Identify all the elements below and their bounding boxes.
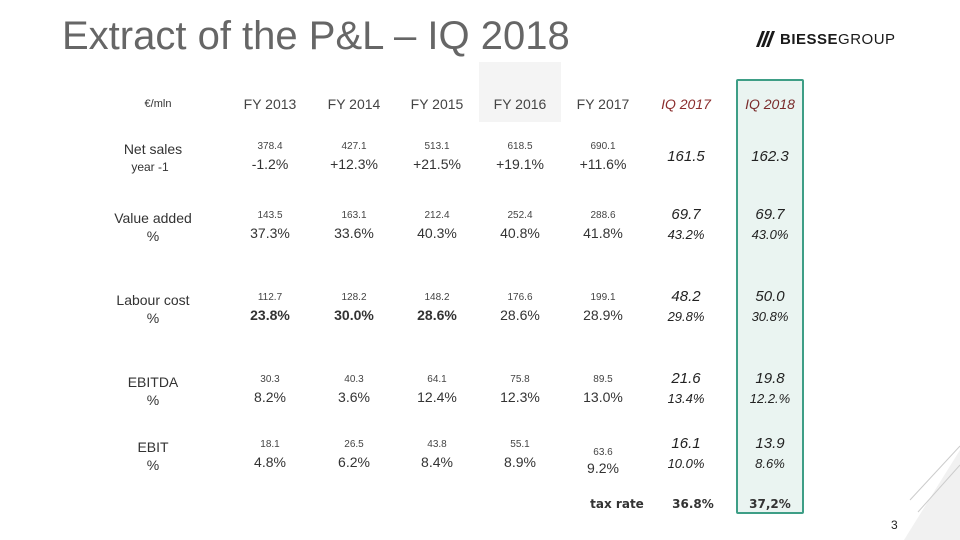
iq-pct-cell: 13.4% <box>667 391 705 406</box>
iq-pct-cell: 43.2% <box>667 227 705 242</box>
pct-cell: 40.8% <box>500 225 540 241</box>
pct-cell: 12.4% <box>417 389 457 405</box>
row-label: Value added <box>114 210 192 226</box>
value-cell: 212.4 <box>424 210 450 221</box>
value-cell: 288.6 <box>590 210 616 221</box>
value-cell: 89.5 <box>593 374 613 385</box>
row-sublabel: % <box>146 310 160 326</box>
row-label: Labour cost <box>116 292 190 308</box>
pct-cell: 28.6% <box>500 307 540 323</box>
tax-rate-iq2018: 37,2% <box>749 497 791 511</box>
iq-value-cell: 161.5 <box>667 148 705 165</box>
column-header: FY 2017 <box>576 96 630 112</box>
unit-label: €/mln <box>144 98 172 110</box>
value-cell: 55.1 <box>510 439 530 450</box>
page-title: Extract of the P&L – IQ 2018 <box>62 14 570 58</box>
iq-pct-cell: 10.0% <box>667 456 705 471</box>
value-cell: 690.1 <box>590 141 616 152</box>
value-cell: 63.6 <box>593 447 613 458</box>
pct-cell: 37.3% <box>250 225 290 241</box>
value-cell: 40.3 <box>344 374 364 385</box>
column-header: FY 2013 <box>243 96 297 112</box>
iq-value-cell: 48.2 <box>671 288 701 305</box>
iq-value-cell: 69.7 <box>671 206 701 223</box>
row-label: EBIT <box>137 439 169 455</box>
pct-cell: -1.2% <box>251 156 289 172</box>
biesse-stripes-icon <box>756 31 775 47</box>
value-cell: 30.3 <box>260 374 280 385</box>
iq-value-cell: 50.0 <box>755 288 785 305</box>
pct-cell: 13.0% <box>583 389 623 405</box>
iq-value-cell: 19.8 <box>755 370 785 387</box>
iq-value-cell: 16.1 <box>671 435 701 452</box>
logo-text: BIESSEGROUP <box>780 30 896 48</box>
value-cell: 163.1 <box>341 210 367 221</box>
value-cell: 427.1 <box>341 141 367 152</box>
value-cell: 26.5 <box>344 439 364 450</box>
iq-pct-cell: 29.8% <box>667 309 705 324</box>
iq2018-highlight-box <box>736 79 804 514</box>
iq-value-cell: 162.3 <box>751 148 789 165</box>
value-cell: 64.1 <box>427 374 447 385</box>
iq-value-cell: 13.9 <box>755 435 785 452</box>
pct-cell: 6.2% <box>338 454 370 470</box>
value-cell: 128.2 <box>341 292 367 303</box>
pct-cell: 28.6% <box>417 307 457 323</box>
row-label: Net sales <box>123 141 183 157</box>
column-header: FY 2016 <box>493 96 547 112</box>
value-cell: 143.5 <box>257 210 283 221</box>
page-number: 3 <box>891 518 898 532</box>
pct-cell: +21.5% <box>413 156 461 172</box>
pct-cell: 4.8% <box>254 454 286 470</box>
row-sublabel: % <box>146 457 160 473</box>
column-header: FY 2014 <box>327 96 381 112</box>
pct-cell: 28.9% <box>583 307 623 323</box>
pct-cell: 9.2% <box>587 460 619 476</box>
pct-cell: 8.4% <box>421 454 453 470</box>
column-header: IQ 2017 <box>661 96 711 112</box>
row-sublabel: year -1 <box>131 160 169 174</box>
value-cell: 378.4 <box>257 141 283 152</box>
column-header: IQ 2018 <box>745 96 795 112</box>
pct-cell: 3.6% <box>338 389 370 405</box>
fy2016-header-shade <box>479 62 561 122</box>
row-sublabel: % <box>146 392 160 408</box>
iq-pct-cell: 30.8% <box>751 309 789 324</box>
pct-cell: 33.6% <box>334 225 374 241</box>
pct-cell: 8.9% <box>504 454 536 470</box>
pct-cell: 40.3% <box>417 225 457 241</box>
pct-cell: 30.0% <box>334 307 374 323</box>
pct-cell: +19.1% <box>496 156 544 172</box>
value-cell: 618.5 <box>507 141 533 152</box>
pct-cell: 12.3% <box>500 389 540 405</box>
tax-rate-label: tax rate <box>590 497 644 511</box>
corner-decoration <box>904 445 960 540</box>
row-sublabel: % <box>146 228 160 244</box>
value-cell: 148.2 <box>424 292 450 303</box>
iq-value-cell: 21.6 <box>671 370 701 387</box>
pct-cell: +11.6% <box>579 156 627 172</box>
pct-cell: 23.8% <box>250 307 290 323</box>
value-cell: 252.4 <box>507 210 533 221</box>
value-cell: 18.1 <box>260 439 280 450</box>
iq-pct-cell: 43.0% <box>751 227 789 242</box>
pct-cell: 41.8% <box>583 225 623 241</box>
iq-pct-cell: 8.6% <box>755 456 785 471</box>
value-cell: 176.6 <box>507 292 533 303</box>
value-cell: 199.1 <box>590 292 616 303</box>
tax-rate-iq2017: 36.8% <box>672 497 714 511</box>
row-label: EBITDA <box>127 374 179 390</box>
iq-pct-cell: 12.2.% <box>749 391 791 406</box>
value-cell: 513.1 <box>424 141 450 152</box>
pct-cell: 8.2% <box>254 389 286 405</box>
iq-value-cell: 69.7 <box>755 206 785 223</box>
pct-cell: +12.3% <box>330 156 378 172</box>
biesse-group-logo: BIESSEGROUP <box>756 30 896 48</box>
value-cell: 75.8 <box>510 374 530 385</box>
value-cell: 112.7 <box>257 292 283 303</box>
column-header: FY 2015 <box>410 96 464 112</box>
value-cell: 43.8 <box>427 439 447 450</box>
